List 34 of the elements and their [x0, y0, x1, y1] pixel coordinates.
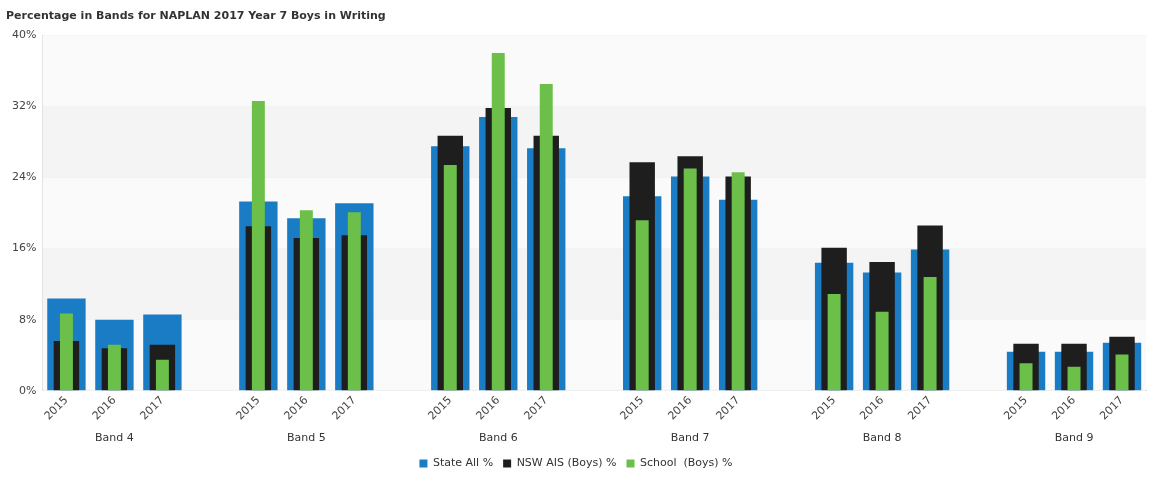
y-tick-label: 8%: [19, 312, 37, 326]
text: Band 9: [1054, 430, 1094, 444]
bar: [1019, 363, 1033, 391]
bar: [59, 313, 73, 391]
bar: [1067, 366, 1081, 391]
y-tick-label: 24%: [12, 170, 37, 184]
y-tick-label: 16%: [12, 241, 37, 255]
legend-label: NSW AIS (Boys) %: [516, 456, 617, 470]
bar: [827, 293, 841, 391]
bar: [635, 220, 649, 391]
bar: [347, 212, 361, 391]
text: Band 7: [670, 430, 710, 444]
text: Band 4: [95, 430, 134, 444]
y-tick-label: 40%: [12, 28, 37, 42]
bar: [923, 277, 937, 391]
bar: [251, 101, 265, 391]
y-tick-label: 32%: [12, 99, 37, 113]
bar: [155, 359, 169, 391]
legend-label: School (Boys) %: [640, 456, 733, 470]
bar: [491, 52, 505, 391]
bar: [875, 311, 889, 391]
text: Band 5: [286, 430, 326, 444]
bar: [539, 84, 553, 391]
bar: [299, 210, 313, 391]
text: Band 6: [478, 430, 518, 444]
legend-label: State All %: [432, 456, 494, 470]
bar: [683, 168, 697, 391]
bar: [443, 165, 457, 391]
y-tick-label: 0%: [19, 383, 37, 397]
bar: [1115, 354, 1129, 391]
text: Band 8: [862, 430, 902, 444]
bar: [731, 172, 745, 391]
chart-title: Percentage in Bands for NAPLAN 2017 Year 7 Boys in Writing: [6, 9, 386, 23]
bar: [107, 344, 121, 391]
